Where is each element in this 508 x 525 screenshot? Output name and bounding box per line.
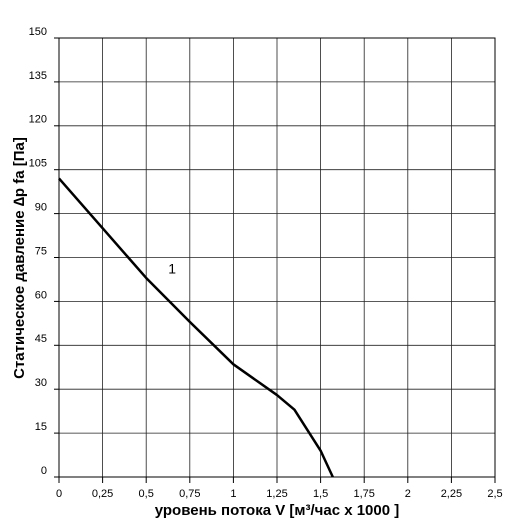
y-tick-label: 105 (29, 158, 47, 170)
curve-label: 1 (168, 261, 176, 277)
curve (58, 177, 334, 478)
x-tick-label: 1,75 (353, 488, 374, 500)
y-tick-label: 30 (35, 377, 47, 389)
x-tick-label: 0 (56, 488, 62, 500)
y-tick-label: 120 (29, 114, 47, 126)
y-tick-label: 0 (41, 465, 47, 477)
x-tick-label: 1 (230, 488, 236, 500)
y-tick-label: 45 (35, 333, 47, 345)
x-axis-label: уровень потока V [м³/час x 1000 ] (155, 502, 400, 519)
y-tick-label: 135 (29, 70, 47, 82)
y-tick-label: 75 (35, 245, 47, 257)
x-tick-label: 0,25 (92, 488, 113, 500)
x-tick-label: 0,75 (179, 488, 200, 500)
y-tick-label: 15 (35, 421, 47, 433)
x-tick-label: 0,5 (139, 488, 154, 500)
x-tick-label: 2,25 (441, 488, 462, 500)
y-tick-label: 90 (35, 202, 47, 214)
x-tick-label: 2,5 (487, 488, 502, 500)
x-tick-label: 2 (405, 488, 411, 500)
x-tick-label: 1,25 (266, 488, 287, 500)
y-axis-label: Статическое давление ∆p fa [Па] (11, 137, 28, 379)
plot-frame (58, 37, 496, 478)
y-tick-label: 60 (35, 289, 47, 301)
x-tick-label: 1,5 (313, 488, 328, 500)
y-tick-label: 150 (29, 26, 47, 38)
